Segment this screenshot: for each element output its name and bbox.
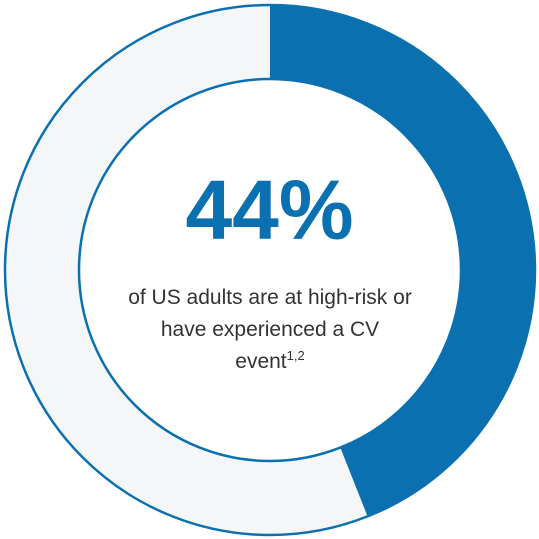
caption-text: of US adults are at high-risk or have ex… <box>128 286 412 373</box>
value-label: 44% <box>185 163 354 257</box>
inner-circle <box>77 77 463 463</box>
caption: of US adults are at high-risk or have ex… <box>125 282 415 378</box>
footnote: 1,2 <box>286 348 305 363</box>
donut-segment <box>270 5 535 517</box>
